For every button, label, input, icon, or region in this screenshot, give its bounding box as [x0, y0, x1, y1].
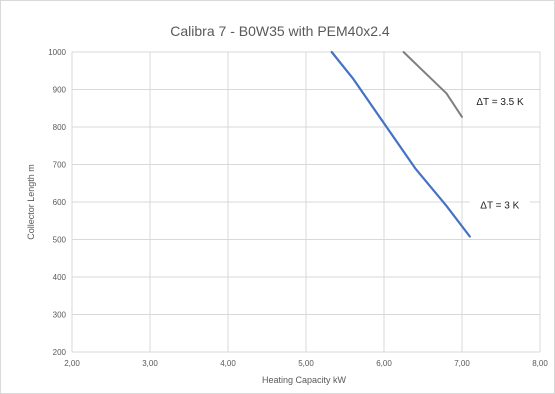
y-axis-label: Collector Length m: [26, 164, 36, 240]
x-tick-label: 4,00: [220, 359, 236, 368]
y-tick-label: 800: [53, 123, 67, 132]
x-tick-label: 6,00: [376, 359, 392, 368]
y-tick-label: 400: [53, 273, 67, 282]
y-tick-label: 300: [53, 311, 67, 320]
annotation-label: ΔT = 3.5 K: [476, 97, 524, 108]
y-tick-label: 700: [53, 161, 67, 170]
x-tick-label: 5,00: [298, 359, 314, 368]
x-tick-label: 7,00: [454, 359, 470, 368]
y-tick-label: 900: [53, 86, 67, 95]
chart-title: Calibra 7 - B0W35 with PEM40x2.4: [170, 23, 390, 39]
x-tick-label: 8,00: [532, 359, 548, 368]
x-axis-label: Heating Capacity kW: [262, 375, 347, 385]
y-tick-label: 1000: [48, 48, 66, 57]
x-tick-label: 3,00: [142, 359, 158, 368]
x-tick-label: 2,00: [64, 359, 80, 368]
annotation-label: ΔT = 3 K: [480, 201, 519, 212]
y-tick-label: 600: [53, 198, 67, 207]
y-tick-label: 500: [53, 236, 67, 245]
y-tick-label: 200: [53, 348, 67, 357]
